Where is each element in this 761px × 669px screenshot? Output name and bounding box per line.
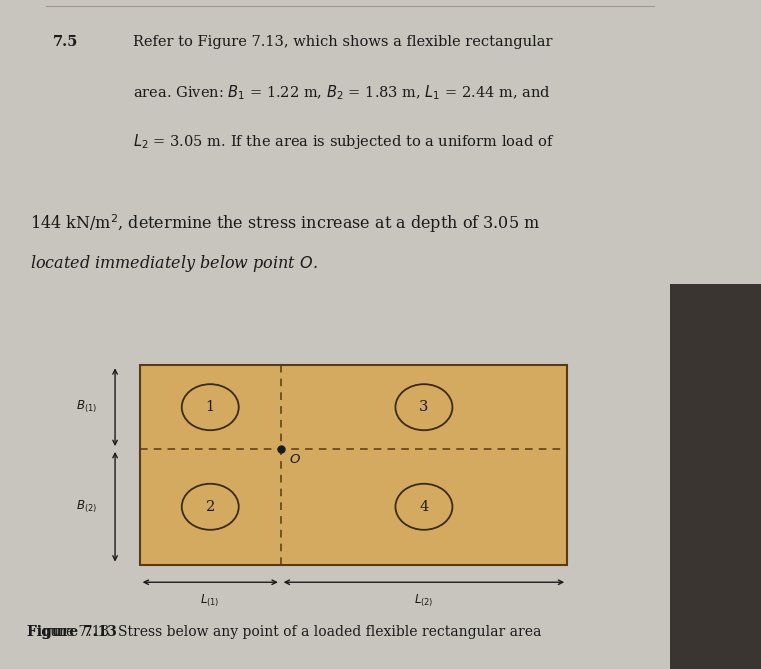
Bar [140, 365, 567, 565]
Text: 4: 4 [419, 500, 428, 514]
Text: $L_2$ = 3.05 m. If the area is subjected to a uniform load of: $L_2$ = 3.05 m. If the area is subjected… [133, 132, 555, 151]
Text: area. Given: $B_1$ = 1.22 m, $B_2$ = 1.83 m, $L_1$ = 2.44 m, and: area. Given: $B_1$ = 1.22 m, $B_2$ = 1.8… [133, 84, 551, 102]
Text: Figure 7.13: Figure 7.13 [27, 626, 116, 639]
Text: Refer to Figure 7.13, which shows a flexible rectangular: Refer to Figure 7.13, which shows a flex… [133, 35, 552, 49]
Text: $O$: $O$ [289, 453, 301, 466]
Text: $L_{(2)}$: $L_{(2)}$ [414, 593, 434, 609]
Text: 1: 1 [205, 400, 215, 414]
Text: 144 kN/m$^2$, determine the stress increase at a depth of 3.05 m: 144 kN/m$^2$, determine the stress incre… [30, 212, 540, 235]
Text: Figure 7.13  Stress below any point of a loaded flexible rectangular area: Figure 7.13 Stress below any point of a … [27, 626, 541, 639]
Text: $B_{(1)}$: $B_{(1)}$ [76, 399, 97, 415]
Text: 2: 2 [205, 500, 215, 514]
Bar [670, 284, 761, 669]
Text: $L_{(1)}$: $L_{(1)}$ [200, 593, 220, 609]
Text: located immediately below point $O$.: located immediately below point $O$. [30, 253, 318, 274]
Text: 7.5: 7.5 [53, 35, 78, 49]
Text: $B_{(2)}$: $B_{(2)}$ [76, 498, 97, 515]
Text: 3: 3 [419, 400, 428, 414]
